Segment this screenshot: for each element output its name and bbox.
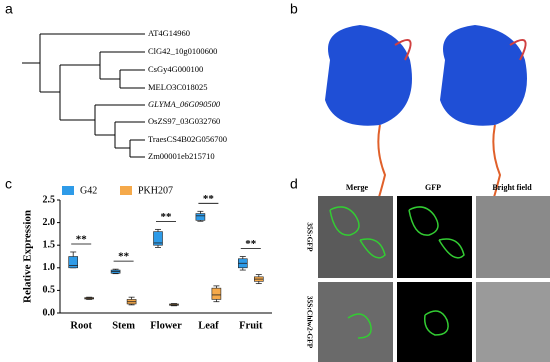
y-tick-label: 1.0 [43,262,56,273]
y-tick-label: 2.5 [43,194,56,205]
leaf-label: GLYMA_06G090500 [148,99,221,109]
column-label: Merge [346,183,369,192]
row-label: 35S:Chlw2-GFP [305,296,314,349]
panel-letter: c [5,176,12,192]
micrographs [318,196,550,362]
y-axis-label: Relative Expression [22,210,34,303]
legend-label: PKH207 [138,185,173,196]
significance: ** [203,193,215,205]
y-tick-label: 1.5 [43,239,56,250]
x-tick-label: Stem [112,320,135,331]
panel-letter: b [290,1,298,17]
panel-letter: a [5,1,13,17]
y-tick-label: 0.0 [43,307,56,318]
box [68,256,78,269]
y-tick-label: 2.0 [43,217,56,228]
box [211,287,222,300]
column-label: GFP [425,183,441,192]
x-tick-label: Leaf [198,320,219,331]
tree-branches [22,33,145,158]
legend-swatch [120,186,132,195]
leaf-label: TraesCS4B02G056700 [148,134,227,144]
box [195,213,206,221]
row-label: 35S:GFP [305,222,314,252]
significance: ** [76,234,88,246]
column-label: Bright field [492,183,532,192]
leaf-label: AT4G14960 [148,28,190,38]
y-tick-label: 0.5 [43,285,56,296]
panel-letter: d [290,176,298,192]
significance: ** [118,251,130,263]
leaf-label: ClG42_10g0100600 [148,46,217,56]
significance: ** [161,211,173,223]
box [153,231,163,246]
leaf-label: MELO3C018025 [148,82,208,92]
leaf-label: OsZS97_03G032760 [148,116,220,126]
x-tick-label: Fruit [239,320,263,331]
protein-structures [325,25,527,211]
legend-label: G42 [80,185,97,196]
leaf-label: Zm00001eb215710 [148,151,215,161]
significance: ** [245,238,257,250]
leaf-label: CsGy4G000100 [148,64,203,74]
x-tick-label: Flower [150,320,182,331]
legend-swatch [62,186,74,195]
x-tick-label: Root [70,320,92,331]
